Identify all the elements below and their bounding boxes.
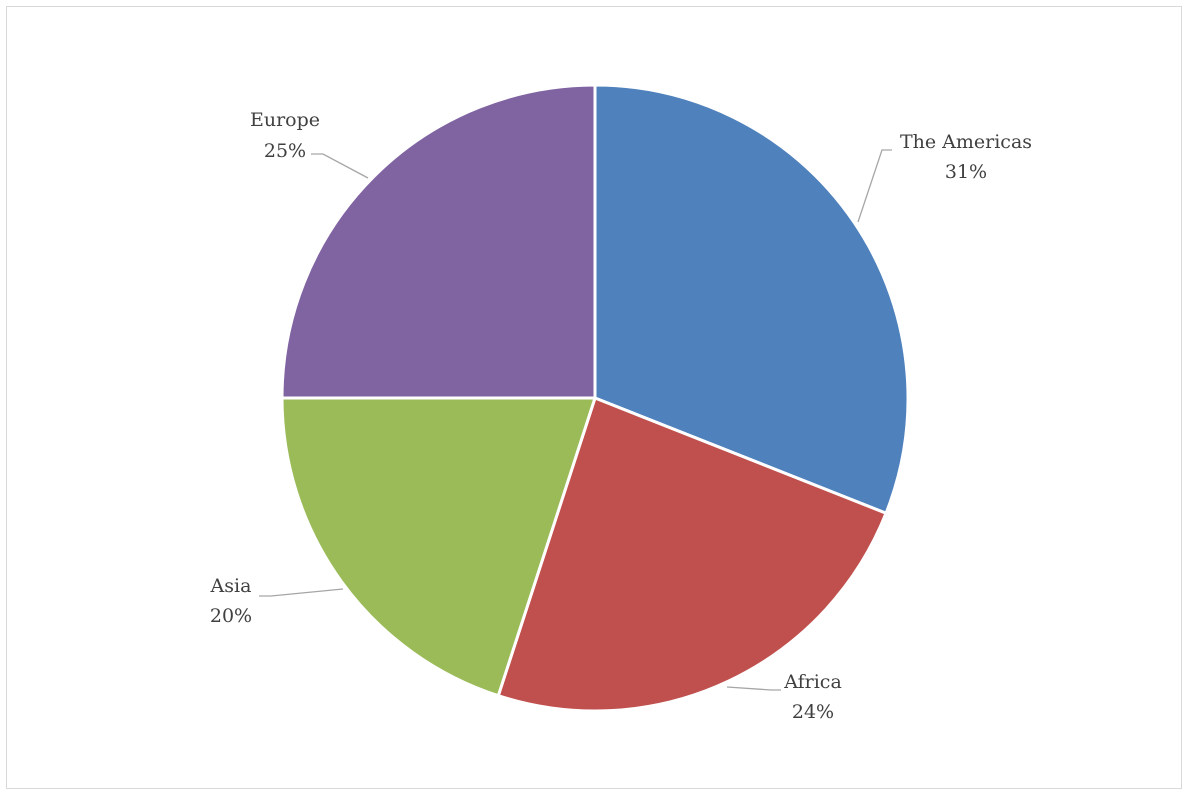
leader-line bbox=[259, 588, 344, 597]
slice-percent-label: 25% bbox=[264, 140, 306, 162]
pie-slice-europe bbox=[280, 83, 597, 400]
pie-slices bbox=[280, 83, 910, 713]
data-labels: The Americas 31% Africa 24% Asia 20% Europe 25% bbox=[210, 109, 1032, 723]
slice-category-label: Europe bbox=[250, 109, 320, 131]
slice-percent-label: 20% bbox=[210, 605, 252, 627]
slice-percent-label: 24% bbox=[792, 701, 834, 723]
leader-line bbox=[311, 153, 369, 179]
leader-line bbox=[857, 149, 892, 223]
slice-category-label: Asia bbox=[210, 575, 252, 597]
slice-category-label: Africa bbox=[783, 671, 842, 693]
pie-slice-africa bbox=[496, 396, 888, 713]
leader-line bbox=[726, 686, 781, 691]
slice-category-label: The Americas bbox=[900, 131, 1032, 153]
pie-slice-the-americas bbox=[593, 83, 910, 515]
slice-percent-label: 31% bbox=[945, 161, 987, 183]
pie-slice-asia bbox=[280, 396, 597, 698]
leader-lines bbox=[259, 149, 892, 691]
